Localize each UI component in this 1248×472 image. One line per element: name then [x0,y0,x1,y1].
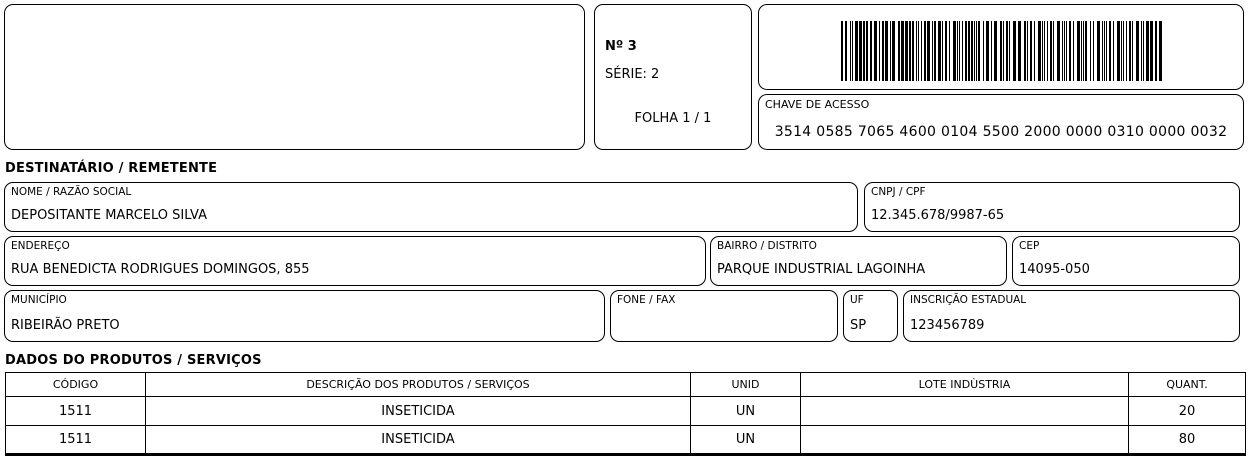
field-value: 12.345.678/9987-65 [871,208,1005,223]
table-cell: UN [690,396,801,426]
barcode [840,21,1162,81]
field-label: MUNICÍPIO [11,294,67,306]
field-nome-razao-social: NOME / RAZÃO SOCIAL DEPOSITANTE MARCELO … [4,182,858,232]
field-uf: UF SP [843,290,898,342]
field-label: BAIRRO / DISTRITO [717,240,817,252]
field-label: CEP [1019,240,1040,252]
field-value: DEPOSITANTE MARCELO SILVA [11,208,208,223]
field-endereco: ENDEREÇO RUA BENEDICTA RODRIGUES DOMINGO… [4,236,706,286]
table-cell: 20 [1128,396,1246,426]
column-header: LOTE INDÙSTRIA [800,372,1129,397]
access-key-box: CHAVE DE ACESSO 3514 0585 7065 4600 0104… [758,94,1244,150]
access-key-value: 3514 0585 7065 4600 0104 5500 2000 0000 … [774,124,1228,140]
table-row: 1511 INSETICIDA UN 80 [5,425,1246,455]
issuer-box-empty [4,4,585,150]
section-title-produtos: DADOS DO PRODUTOS / SERVIÇOS [5,353,262,368]
field-value: RUA BENEDICTA RODRIGUES DOMINGOS, 855 [11,262,310,277]
field-value: PARQUE INDUSTRIAL LAGOINHA [717,262,926,277]
barcode-box [758,4,1244,90]
column-header: CÓDIGO [5,372,146,397]
field-fone-fax: FONE / FAX [610,290,838,342]
invoice-series: SÉRIE: 2 [605,67,660,82]
field-value: 123456789 [910,318,985,333]
field-municipio: MUNICÍPIO RIBEIRÃO PRETO [4,290,605,342]
field-value: 14095-050 [1019,262,1090,277]
produtos-table: CÓDIGO DESCRIÇÃO DOS PRODUTOS / SERVIÇOS U… [5,372,1246,456]
table-cell: 1511 [5,425,146,455]
access-key-label: CHAVE DE ACESSO [765,98,870,111]
invoice-sheet: FOLHA 1 / 1 [634,111,712,126]
field-value: SP [850,318,867,333]
field-label: ENDEREÇO [11,240,70,252]
field-cep: CEP 14095-050 [1012,236,1240,286]
field-bairro-distrito: BAIRRO / DISTRITO PARQUE INDUSTRIAL LAGO… [710,236,1007,286]
invoice-number-box: Nº 3 SÉRIE: 2 FOLHA 1 / 1 [594,4,752,150]
field-inscricao-estadual: INSCRIÇÃO ESTADUAL 123456789 [903,290,1240,342]
field-label: UF [850,294,864,306]
table-cell: INSETICIDA [145,396,691,426]
field-cnpj-cpf: CNPJ / CPF 12.345.678/9987-65 [864,182,1240,232]
invoice-number: Nº 3 [605,39,637,54]
table-cell [800,396,1129,426]
table-header-row: CÓDIGO DESCRIÇÃO DOS PRODUTOS / SERVIÇOS U… [5,372,1246,397]
field-label: CNPJ / CPF [871,186,926,198]
field-label: NOME / RAZÃO SOCIAL [11,186,132,198]
column-header: QUANT. [1128,372,1246,397]
field-label: FONE / FAX [617,294,676,306]
table-row: 1511 INSETICIDA UN 20 [5,396,1246,426]
table-cell: 80 [1128,425,1246,455]
section-title-destinatario: DESTINATÁRIO / REMETENTE [5,161,218,176]
column-header: UNID [690,372,801,397]
table-cell [800,425,1129,455]
field-label: INSCRIÇÃO ESTADUAL [910,294,1027,306]
table-cell: INSETICIDA [145,425,691,455]
field-value: RIBEIRÃO PRETO [11,318,120,333]
column-header: DESCRIÇÃO DOS PRODUTOS / SERVIÇOS [145,372,691,397]
table-cell: UN [690,425,801,455]
table-cell: 1511 [5,396,146,426]
